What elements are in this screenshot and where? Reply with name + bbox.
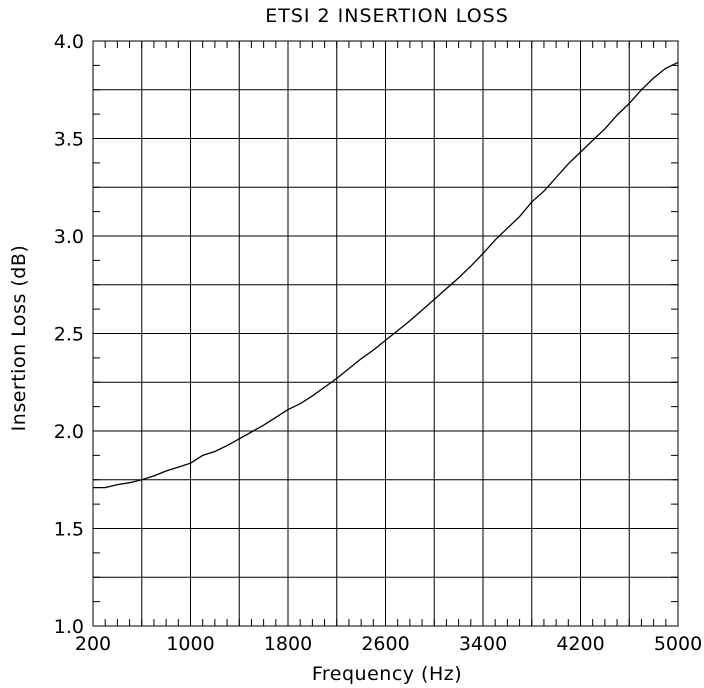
y-tick-label: 3.0: [54, 226, 84, 248]
x-tick-label: 2600: [361, 633, 409, 655]
y-tick-label: 1.5: [54, 519, 84, 541]
x-tick-labels: 200 1000 1800 2600 3400 4200 5000: [75, 633, 702, 655]
chart-title: ETSI 2 INSERTION LOSS: [265, 5, 509, 27]
x-tick-label: 3400: [459, 633, 507, 655]
insertion-loss-line: [93, 61, 679, 489]
y-tick-label: 2.5: [54, 324, 84, 346]
grid-layer: [93, 41, 678, 626]
y-tick-labels: 1.0 1.5 2.0 2.5 3.0 3.5 4.0: [54, 31, 84, 638]
x-tick-label: 5000: [654, 633, 702, 655]
x-tick-label: 1000: [166, 633, 214, 655]
plot-frame: [92, 40, 679, 627]
y-tick-label: 4.0: [54, 31, 84, 53]
y-tick-label: 3.5: [54, 129, 84, 151]
x-tick-label: 4200: [556, 633, 604, 655]
minor-ticks: [93, 41, 678, 626]
y-tick-label: 2.0: [54, 421, 84, 443]
y-axis-label: Insertion Loss (dB): [8, 245, 30, 432]
x-tick-label: 200: [75, 633, 111, 655]
y-tick-label: 1.0: [54, 616, 84, 638]
x-axis-label: Frequency (Hz): [312, 663, 462, 685]
x-tick-label: 1800: [264, 633, 312, 655]
